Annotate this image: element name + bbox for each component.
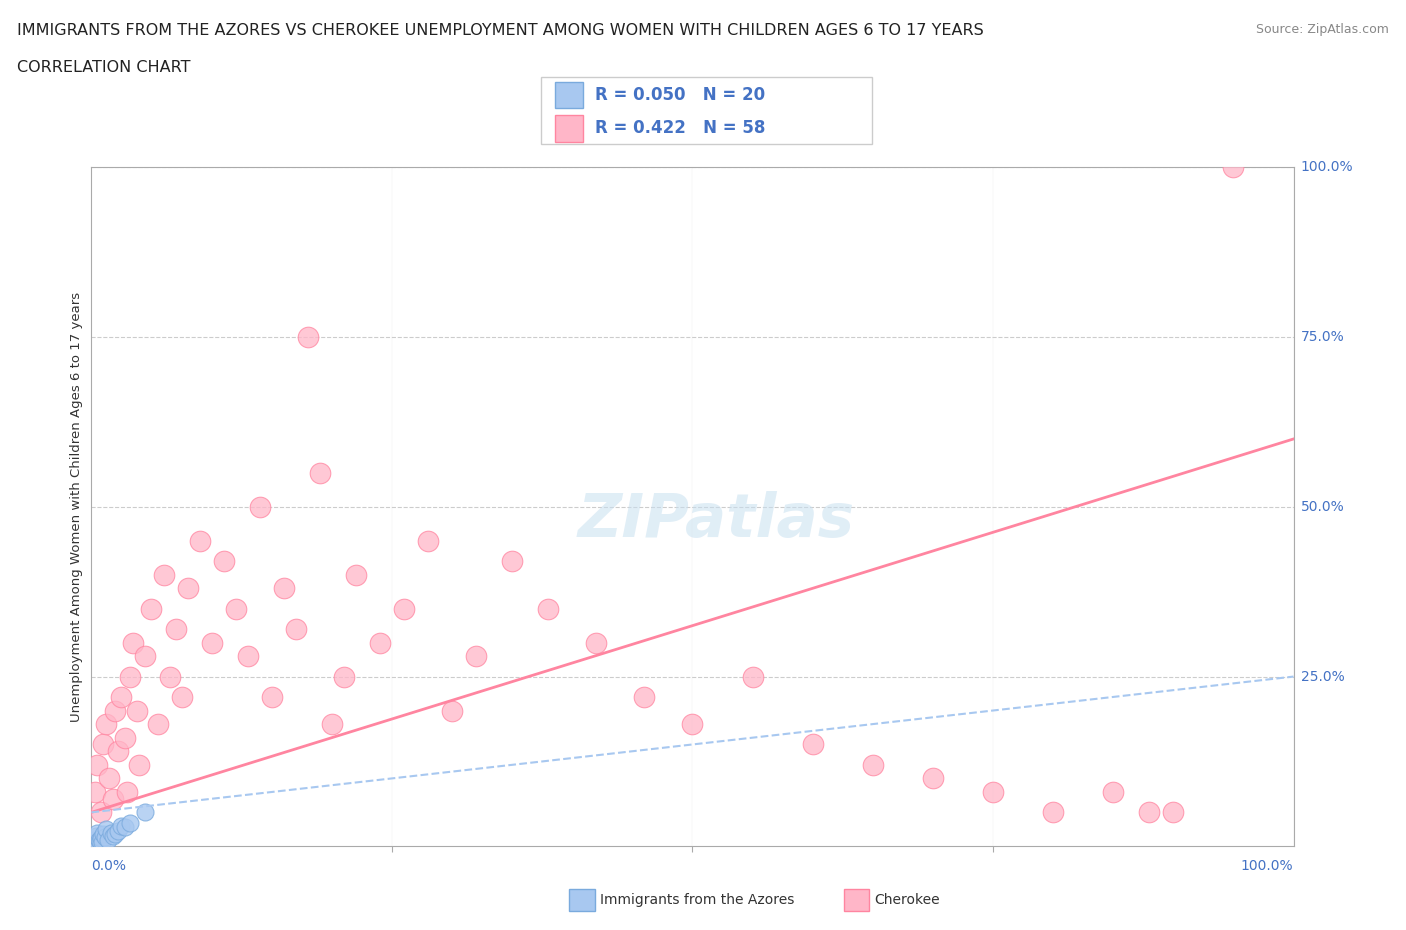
Point <box>152 567 174 582</box>
Point <box>308 466 330 481</box>
Point <box>101 829 124 844</box>
Point <box>368 635 391 650</box>
Point <box>862 757 884 772</box>
Point <box>284 621 307 636</box>
Point <box>200 635 222 650</box>
Point <box>1102 785 1125 800</box>
Point <box>101 791 124 806</box>
Point <box>1222 160 1244 175</box>
Point <box>392 602 415 617</box>
Point <box>236 649 259 664</box>
Point <box>117 785 139 800</box>
Point <box>104 827 127 842</box>
Point <box>93 830 115 844</box>
Point <box>84 829 107 844</box>
Point <box>188 534 211 549</box>
Point <box>107 824 129 839</box>
Point <box>741 670 763 684</box>
Text: Source: ZipAtlas.com: Source: ZipAtlas.com <box>1256 23 1389 36</box>
Point <box>86 757 108 772</box>
Point <box>84 785 107 800</box>
Point <box>297 330 319 345</box>
Point <box>114 730 136 745</box>
Point <box>501 553 523 568</box>
Point <box>225 602 247 617</box>
Point <box>93 827 115 842</box>
Point <box>212 553 235 568</box>
Point <box>128 757 150 772</box>
Point <box>98 771 121 786</box>
Point <box>118 670 141 684</box>
Point <box>273 581 295 596</box>
Point <box>165 621 187 636</box>
Point <box>107 744 129 759</box>
Point <box>344 567 367 582</box>
Point <box>1137 805 1160 820</box>
Point <box>125 703 148 718</box>
Text: R = 0.422   N = 58: R = 0.422 N = 58 <box>595 119 765 138</box>
Text: 100.0%: 100.0% <box>1241 858 1294 872</box>
Point <box>537 602 560 617</box>
Text: ZIPatlas: ZIPatlas <box>578 491 855 550</box>
Point <box>249 499 271 514</box>
Point <box>159 670 181 684</box>
Point <box>90 830 112 845</box>
Point <box>633 689 655 704</box>
Point <box>141 602 163 617</box>
Point <box>118 815 141 830</box>
Point <box>465 649 488 664</box>
Text: Immigrants from the Azores: Immigrants from the Azores <box>600 893 794 908</box>
Point <box>146 717 169 732</box>
Point <box>87 832 110 847</box>
Text: 100.0%: 100.0% <box>1301 160 1353 175</box>
Point <box>260 689 283 704</box>
Point <box>90 805 112 820</box>
Y-axis label: Unemployment Among Women with Children Ages 6 to 17 years: Unemployment Among Women with Children A… <box>70 292 83 722</box>
Point <box>84 835 107 850</box>
Point <box>1161 805 1184 820</box>
Point <box>585 635 607 650</box>
Point <box>93 737 115 751</box>
Point <box>91 835 114 850</box>
Point <box>83 832 105 847</box>
Point <box>110 689 132 704</box>
Text: 25.0%: 25.0% <box>1301 670 1344 684</box>
Point <box>333 670 356 684</box>
Text: IMMIGRANTS FROM THE AZORES VS CHEROKEE UNEMPLOYMENT AMONG WOMEN WITH CHILDREN AG: IMMIGRANTS FROM THE AZORES VS CHEROKEE U… <box>17 23 984 38</box>
Point <box>122 635 145 650</box>
Point <box>104 703 127 718</box>
Point <box>114 820 136 835</box>
Point <box>922 771 945 786</box>
Point <box>170 689 193 704</box>
Text: 0.0%: 0.0% <box>91 858 127 872</box>
Point <box>416 534 439 549</box>
Point <box>134 805 156 820</box>
Text: Cherokee: Cherokee <box>875 893 941 908</box>
Point <box>110 818 132 833</box>
Point <box>981 785 1004 800</box>
Text: CORRELATION CHART: CORRELATION CHART <box>17 60 190 75</box>
Point <box>86 825 108 840</box>
Point <box>321 717 343 732</box>
Point <box>97 832 120 847</box>
Point <box>94 717 117 732</box>
Point <box>89 833 111 848</box>
Point <box>94 822 117 837</box>
Point <box>1042 805 1064 820</box>
Point <box>681 717 703 732</box>
Point <box>801 737 824 751</box>
Text: 50.0%: 50.0% <box>1301 499 1344 514</box>
Text: R = 0.050   N = 20: R = 0.050 N = 20 <box>595 86 765 104</box>
Point <box>100 825 122 840</box>
Point <box>440 703 463 718</box>
Point <box>134 649 156 664</box>
Text: 75.0%: 75.0% <box>1301 330 1344 344</box>
Point <box>176 581 198 596</box>
